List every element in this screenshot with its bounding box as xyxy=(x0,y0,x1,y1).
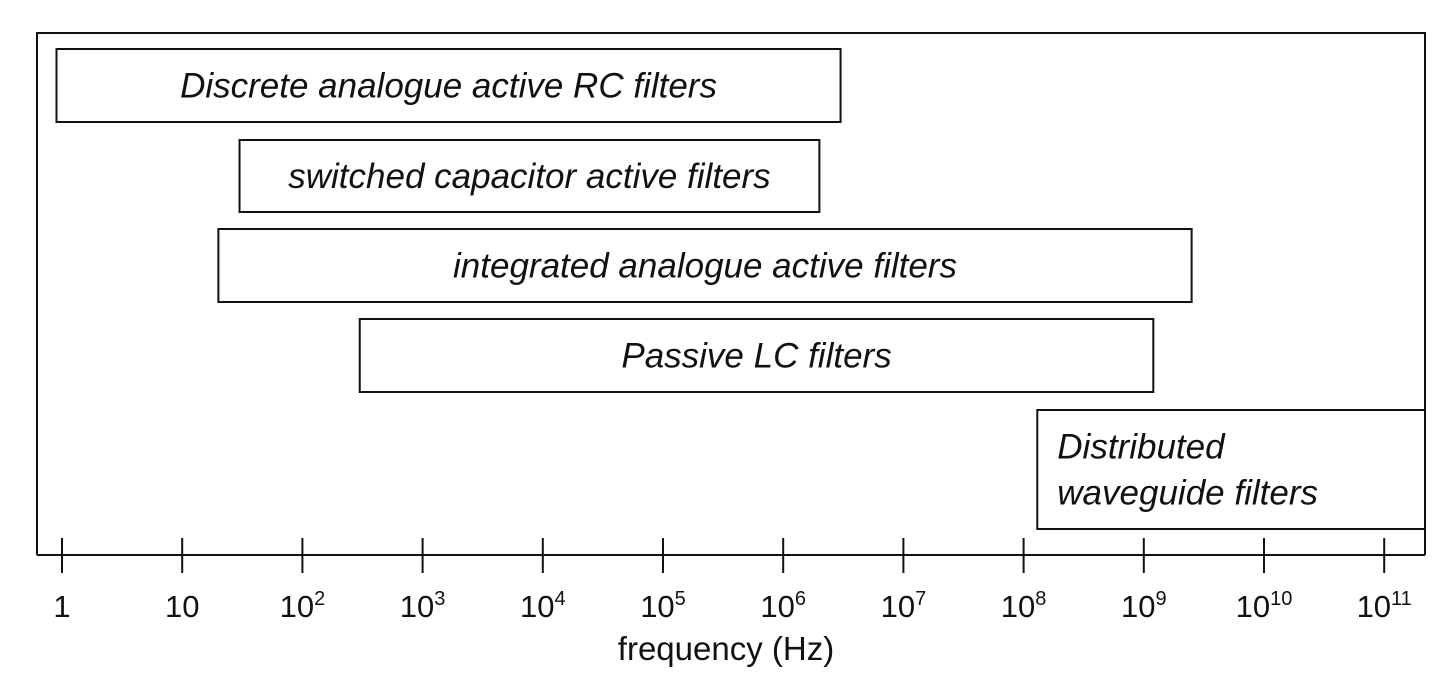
filter-band-label: integrated analogue active filters xyxy=(453,247,957,286)
filter-band-box xyxy=(1036,409,1427,530)
filter-band-box xyxy=(55,48,842,123)
chart-frame xyxy=(36,32,1426,556)
filter-band-label: switched capacitor active filters xyxy=(288,157,770,196)
x-tick-label: 1 xyxy=(53,589,70,624)
filter-band: switched capacitor active filters xyxy=(238,139,821,213)
x-tick-label: 104 xyxy=(520,588,566,624)
x-tick-label: 108 xyxy=(1001,588,1047,624)
filter-band-label: Distributed xyxy=(1057,428,1226,467)
filter-bands: Discrete analogue active RC filters switc… xyxy=(55,48,1427,530)
filter-band-label: Passive LC filters xyxy=(621,337,891,376)
x-tick-label: 10 xyxy=(165,589,199,624)
x-tick-label: 105 xyxy=(640,588,686,624)
filter-band-label: waveguide filters xyxy=(1057,474,1318,513)
x-tick-label: 102 xyxy=(280,588,326,624)
filter-band-label: Discrete analogue active RC filters xyxy=(180,67,717,106)
x-tick-label: 107 xyxy=(881,588,927,624)
x-tick-label: 1011 xyxy=(1357,588,1412,624)
filter-band: Passive LC filters xyxy=(358,318,1155,393)
x-axis: 1 10 102 103 104 105 106 107 108 109 1010 1011 xyxy=(53,538,1412,624)
filter-band: Distributed waveguide filters xyxy=(1036,409,1427,530)
x-axis-title: frequency (Hz) xyxy=(618,630,834,667)
x-tick-label: 103 xyxy=(400,588,446,624)
plot-border xyxy=(36,32,1426,555)
filter-band: integrated analogue active filters xyxy=(217,228,1193,303)
x-tick-label: 1010 xyxy=(1236,588,1293,624)
filter-band-box xyxy=(358,318,1155,393)
filter-band-box xyxy=(238,139,821,213)
x-tick-label: 109 xyxy=(1121,588,1167,624)
filter-band: Discrete analogue active RC filters xyxy=(55,48,842,123)
x-tick-label: 106 xyxy=(760,588,806,624)
filter-band-box xyxy=(217,228,1193,303)
